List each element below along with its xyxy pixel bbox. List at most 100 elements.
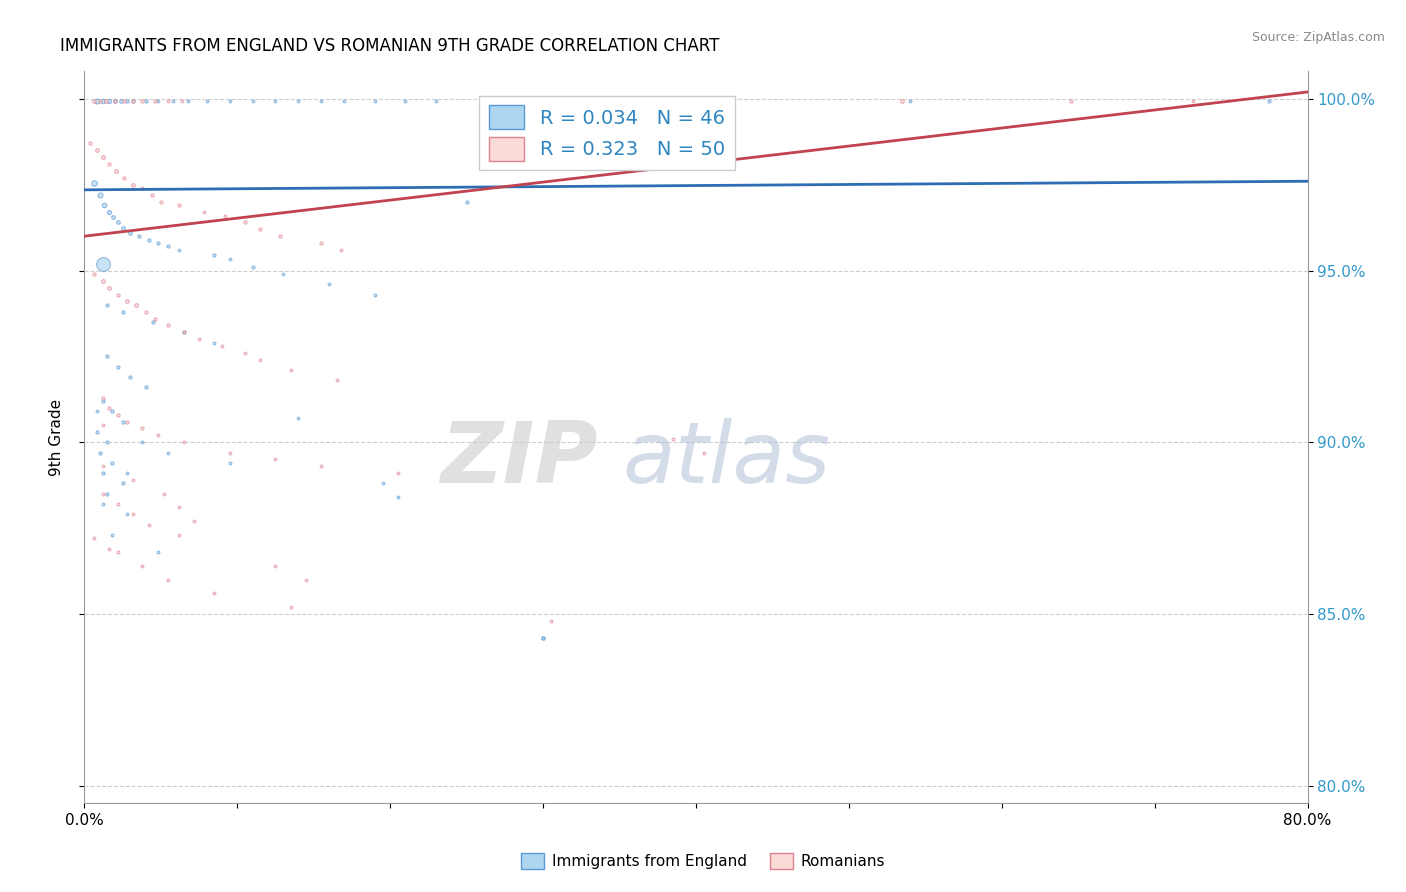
- Point: [157, 445, 180, 459]
- Point: [162, 94, 184, 108]
- Point: [93, 198, 115, 212]
- Point: [79, 136, 101, 151]
- Point: [211, 339, 233, 353]
- Point: [86, 144, 108, 158]
- Point: [115, 294, 138, 309]
- Text: ZIP: ZIP: [440, 417, 598, 500]
- Point: [89, 445, 111, 459]
- Point: [91, 459, 114, 474]
- Point: [141, 188, 163, 202]
- Point: [146, 428, 169, 442]
- Point: [131, 421, 153, 435]
- Point: [115, 94, 138, 108]
- Point: [115, 508, 138, 522]
- Point: [86, 404, 108, 418]
- Point: [135, 380, 157, 394]
- Point: [692, 445, 714, 459]
- Point: [233, 215, 256, 229]
- Point: [83, 532, 105, 546]
- Text: IMMIGRANTS FROM ENGLAND VS ROMANIAN 9TH GRADE CORRELATION CHART: IMMIGRANTS FROM ENGLAND VS ROMANIAN 9TH …: [60, 37, 720, 54]
- Point: [318, 277, 340, 292]
- Point: [311, 94, 333, 108]
- Point: [97, 157, 120, 171]
- Point: [898, 94, 921, 108]
- Point: [91, 391, 114, 405]
- Point: [1258, 94, 1281, 108]
- Point: [325, 373, 347, 387]
- Point: [242, 260, 264, 274]
- Point: [115, 466, 138, 480]
- Point: [531, 631, 554, 645]
- Point: [167, 198, 190, 212]
- Point: [202, 335, 225, 350]
- Point: [371, 476, 394, 491]
- Point: [94, 94, 117, 108]
- Point: [96, 435, 118, 450]
- Point: [122, 94, 145, 108]
- Point: [218, 252, 240, 266]
- Point: [135, 304, 157, 318]
- Point: [91, 487, 114, 501]
- Point: [177, 94, 200, 108]
- Point: [1059, 94, 1081, 108]
- Point: [107, 215, 129, 229]
- Point: [364, 94, 387, 108]
- Point: [97, 281, 120, 295]
- Point: [138, 517, 160, 532]
- Point: [143, 94, 166, 108]
- Point: [96, 487, 118, 501]
- Point: [91, 418, 114, 433]
- Point: [91, 466, 114, 480]
- Point: [157, 318, 180, 333]
- Point: [107, 287, 129, 301]
- Point: [112, 94, 135, 108]
- Point: [394, 94, 416, 108]
- Point: [195, 94, 218, 108]
- Point: [173, 326, 195, 340]
- Point: [86, 94, 108, 108]
- Point: [146, 235, 169, 250]
- Point: [101, 404, 124, 418]
- Point: [91, 150, 114, 164]
- Point: [1181, 94, 1204, 108]
- Point: [97, 541, 120, 556]
- Point: [287, 94, 309, 108]
- Point: [97, 205, 120, 219]
- Point: [149, 194, 172, 209]
- Point: [120, 226, 142, 240]
- Point: [107, 497, 129, 511]
- Point: [131, 94, 153, 108]
- Text: Source: ZipAtlas.com: Source: ZipAtlas.com: [1251, 31, 1385, 45]
- Point: [91, 257, 114, 271]
- Point: [86, 425, 108, 439]
- Point: [107, 545, 129, 559]
- Point: [97, 94, 120, 108]
- Point: [83, 94, 105, 108]
- Point: [271, 267, 294, 281]
- Point: [143, 311, 166, 326]
- Point: [111, 220, 134, 235]
- Point: [264, 452, 287, 467]
- Point: [131, 558, 153, 573]
- Point: [287, 411, 309, 425]
- Legend: Immigrants from England, Romanians: Immigrants from England, Romanians: [515, 847, 891, 875]
- Point: [104, 94, 127, 108]
- Point: [120, 370, 142, 384]
- Point: [456, 194, 478, 209]
- Point: [91, 394, 114, 409]
- Point: [101, 456, 124, 470]
- Point: [111, 415, 134, 429]
- Point: [111, 304, 134, 318]
- Point: [89, 188, 111, 202]
- Point: [107, 408, 129, 422]
- Point: [218, 445, 240, 459]
- Point: [249, 352, 271, 367]
- Point: [122, 178, 145, 192]
- Point: [157, 239, 180, 253]
- Point: [333, 94, 356, 108]
- Point: [311, 235, 333, 250]
- Point: [167, 500, 190, 515]
- Point: [202, 248, 225, 262]
- Point: [295, 573, 318, 587]
- Point: [264, 558, 287, 573]
